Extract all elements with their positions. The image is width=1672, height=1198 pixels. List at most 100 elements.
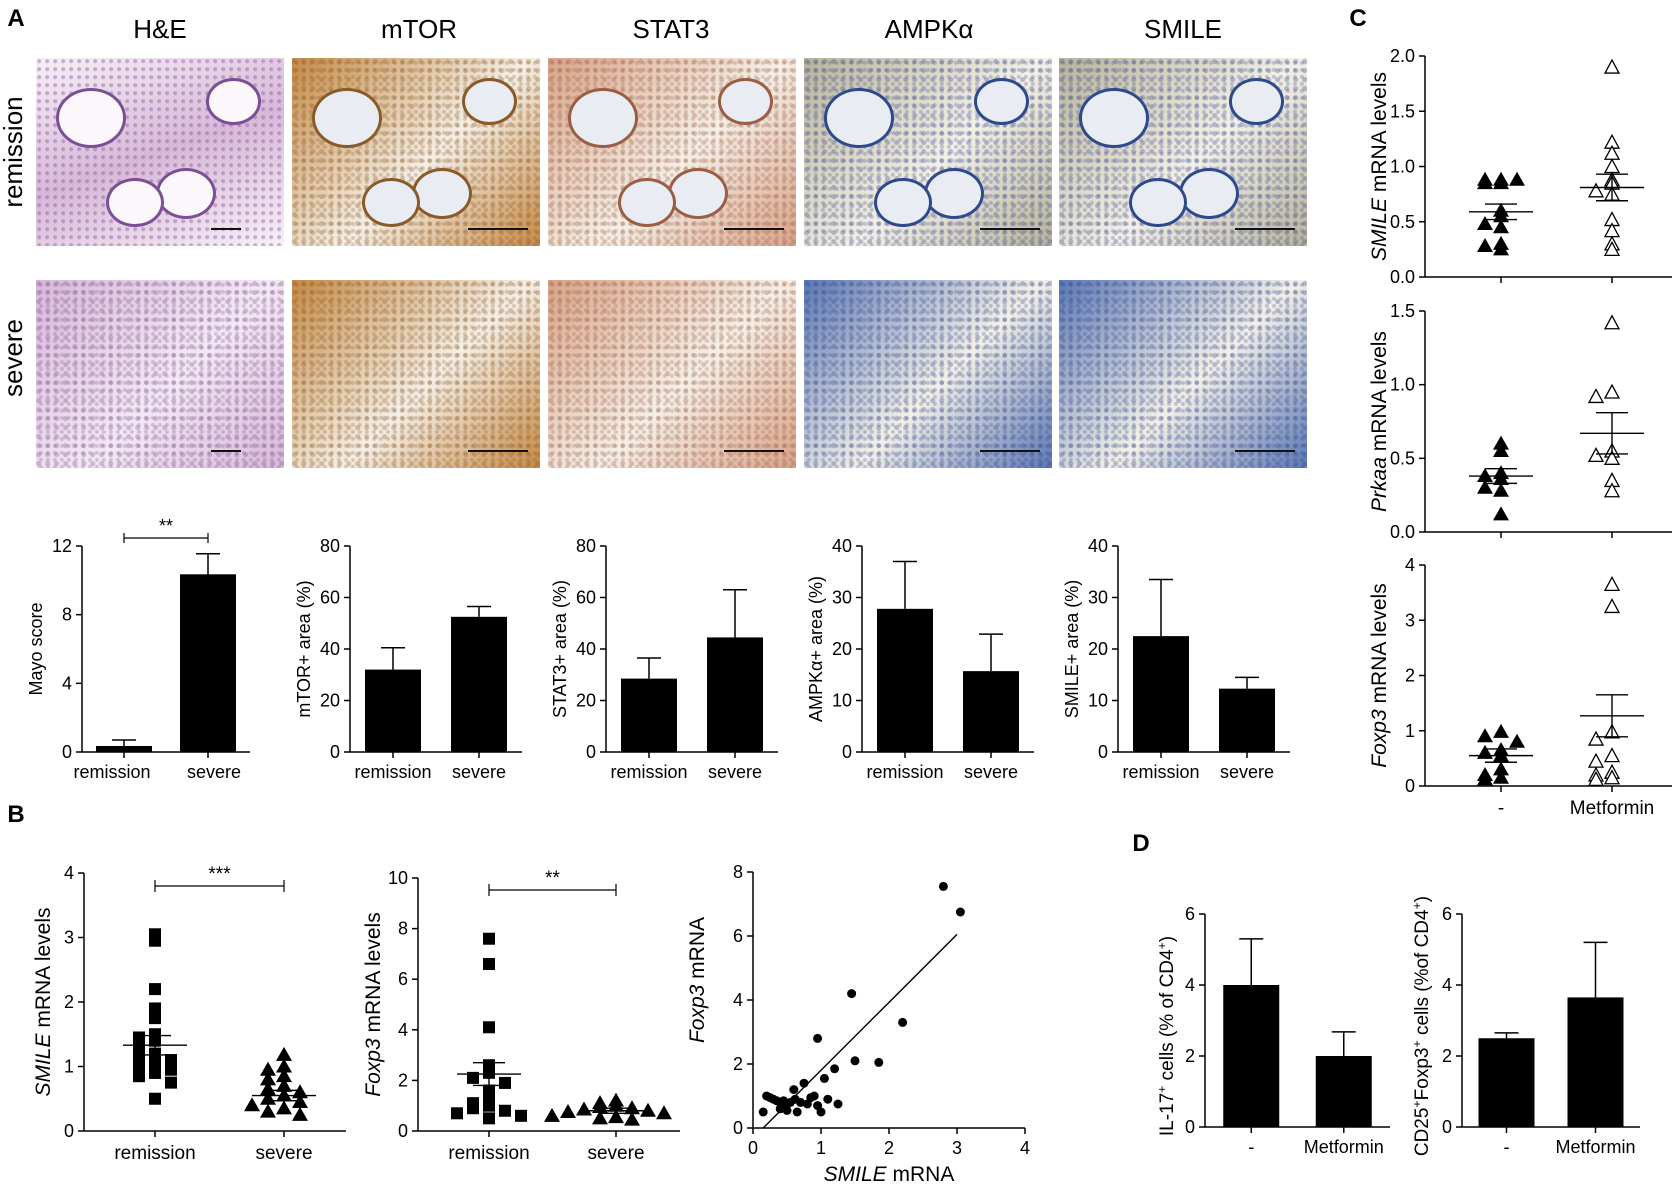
b_corr-y-label-part: mRNA bbox=[686, 917, 709, 985]
b_corr-point bbox=[796, 1097, 806, 1107]
b_corr-point bbox=[789, 1085, 799, 1095]
micrograph-gland bbox=[924, 168, 984, 219]
b_smile-point bbox=[149, 1066, 161, 1079]
mtor-x-tick-label: severe bbox=[452, 762, 506, 782]
c_prkaa-point bbox=[1493, 435, 1509, 450]
c_smile-point bbox=[1493, 241, 1509, 256]
micrograph-gland bbox=[1229, 78, 1284, 125]
panel-label-a: A bbox=[7, 5, 24, 32]
c_prkaa-point bbox=[1603, 383, 1621, 399]
chart-c_prkaa: 0.0 0.5 1.0 1.5 Prkaa mRNA levels bbox=[1368, 301, 1672, 542]
ampk-y-tick-label: 40 bbox=[832, 536, 852, 556]
b_foxp3-point bbox=[592, 1110, 608, 1125]
b_corr-point bbox=[898, 1017, 908, 1027]
mayo-x-tick-label: severe bbox=[187, 762, 241, 782]
c_foxp3-x-tick-label: Metformin bbox=[1570, 798, 1654, 819]
d_treg-y-label-part: cells (%of CD4 bbox=[1412, 909, 1433, 1040]
stat3-bar bbox=[621, 678, 677, 752]
b_smile-y-tick-label: 0 bbox=[64, 1121, 74, 1141]
b_foxp3-y-label-part: Foxp3 bbox=[362, 1038, 385, 1097]
mtor-y-tick-label: 0 bbox=[330, 742, 340, 762]
b_foxp3-point bbox=[483, 932, 495, 945]
panel-label-d: D bbox=[1132, 830, 1149, 857]
b_foxp3-point bbox=[608, 1109, 624, 1124]
c_foxp3-y-label-part: Foxp3 bbox=[1368, 709, 1391, 768]
row-label-severe: severe bbox=[0, 319, 28, 397]
d_treg-y-label-part: + bbox=[1410, 1100, 1424, 1107]
scale-bar bbox=[468, 228, 528, 230]
b_corr-point bbox=[833, 1099, 843, 1109]
mayo-y-tick-label: 4 bbox=[62, 673, 72, 693]
b_corr-point bbox=[809, 1091, 819, 1101]
micrograph-tissue bbox=[548, 280, 796, 468]
mayo-y-tick-label: 12 bbox=[52, 536, 72, 556]
b_foxp3-y-tick-label: 6 bbox=[398, 969, 408, 989]
b_smile-point bbox=[276, 1058, 292, 1073]
d_treg-bar bbox=[1478, 1038, 1535, 1127]
stain-title: STAT3 bbox=[632, 14, 709, 44]
b_smile-y-tick-label: 1 bbox=[64, 1057, 74, 1077]
c_foxp3-point bbox=[1587, 752, 1605, 768]
c_prkaa-point bbox=[1477, 479, 1493, 494]
micrograph-gland bbox=[362, 178, 420, 228]
b_corr-y-tick-label: 8 bbox=[733, 862, 743, 882]
mtor-y-label: mTOR+ area (%) bbox=[294, 580, 314, 717]
b_foxp3-y-tick-label: 2 bbox=[398, 1070, 408, 1090]
smile_area-y-tick-label: 30 bbox=[1088, 588, 1108, 608]
c_prkaa-y-tick-label: 1.5 bbox=[1390, 301, 1415, 321]
c_foxp3-point bbox=[1603, 769, 1621, 785]
chart-b_foxp3: 0 2 4 6 8 10 remission severe ** Foxp3 mRNA level… bbox=[362, 868, 680, 1164]
c_prkaa-point bbox=[1603, 449, 1621, 465]
smile_area-bar bbox=[1219, 688, 1275, 752]
micrograph-gland bbox=[312, 88, 382, 148]
b_smile-y-label-part: SMILE bbox=[32, 1033, 55, 1097]
b_foxp3-point bbox=[467, 1102, 479, 1115]
b_smile-point bbox=[149, 1002, 161, 1015]
b_smile-point bbox=[260, 1061, 276, 1076]
b_foxp3-y-tick-label: 10 bbox=[388, 868, 408, 888]
c_prkaa-point bbox=[1587, 447, 1605, 463]
b_smile-point bbox=[165, 1076, 177, 1089]
d_il17-x-tick-label: Metformin bbox=[1304, 1137, 1384, 1157]
panel-label-c: C bbox=[1349, 5, 1366, 32]
mtor-bar bbox=[365, 669, 421, 752]
b_foxp3-point bbox=[624, 1111, 640, 1126]
row-label-remission: remission bbox=[0, 96, 28, 207]
c_foxp3-point bbox=[1603, 598, 1621, 614]
micrograph-gland bbox=[106, 178, 164, 228]
panel-label-b: B bbox=[7, 801, 24, 828]
smile_area-y-tick-label: 40 bbox=[1088, 536, 1108, 556]
stat3-x-tick-label: remission bbox=[610, 762, 687, 782]
b_corr-y-tick-label: 4 bbox=[733, 990, 743, 1010]
scale-bar bbox=[1235, 450, 1295, 452]
b_smile-point bbox=[276, 1068, 292, 1083]
d_il17-y-tick-label: 4 bbox=[1185, 975, 1195, 995]
b_corr-x-label: SMILE mRNA bbox=[824, 1163, 955, 1186]
b_corr-point bbox=[775, 1104, 785, 1114]
stat3-y-label-part: STAT3+ area (%) bbox=[550, 580, 570, 718]
d_treg-y-label-part: + bbox=[1410, 902, 1424, 909]
c_prkaa-point bbox=[1493, 482, 1509, 497]
mayo-y-label: Mayo score bbox=[26, 602, 46, 695]
b_foxp3-point bbox=[499, 1076, 511, 1089]
mtor-y-tick-label: 20 bbox=[320, 691, 340, 711]
b_smile-point bbox=[292, 1106, 308, 1121]
c_smile-point bbox=[1493, 175, 1509, 190]
smile_area-bar bbox=[1133, 636, 1189, 752]
chart-mtor: 0 20 40 60 80 remission severe mTOR+ area (%) bbox=[294, 536, 522, 782]
micrograph-gland bbox=[718, 78, 773, 125]
b_corr-point bbox=[823, 1094, 833, 1104]
c_prkaa-point bbox=[1603, 314, 1621, 330]
d_treg-y-tick-label: 0 bbox=[1442, 1117, 1452, 1137]
c_smile-point bbox=[1603, 58, 1621, 74]
stain-title: mTOR bbox=[381, 14, 457, 44]
c_prkaa-y-tick-label: 0.0 bbox=[1390, 522, 1415, 542]
c_foxp3-point bbox=[1587, 730, 1605, 746]
mayo-x-tick-label: remission bbox=[73, 762, 150, 782]
scale-bar bbox=[211, 450, 241, 452]
ampk-y-tick-label: 20 bbox=[832, 639, 852, 659]
smile_area-y-tick-label: 20 bbox=[1088, 639, 1108, 659]
micrograph-remission bbox=[548, 58, 796, 246]
row-label-severe-part: severe bbox=[0, 319, 28, 397]
